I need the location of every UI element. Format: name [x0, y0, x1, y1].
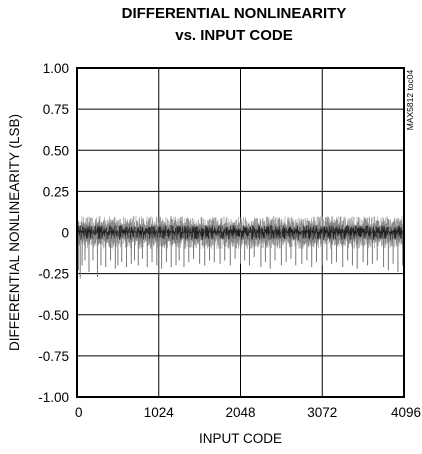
x-tick-label-4: 4096 — [391, 405, 421, 420]
chart-title-line-1: DIFFERENTIAL NONLINEARITY — [122, 5, 347, 22]
dnl-noise — [77, 216, 403, 249]
x-tick-label-0: 0 — [75, 405, 83, 420]
chart-title-line-2: vs. INPUT CODE — [175, 27, 293, 44]
y-axis-ticks: 1.00 0.75 0.50 0.25 0 -0.25 -0.50 -0.75 -1.00 — [38, 61, 69, 405]
part-number-watermark: MAX5812 toc04 — [405, 69, 415, 130]
x-axis-ticks: 0 1024 2048 3072 4096 — [75, 405, 421, 420]
y-tick-label-2: 0.50 — [43, 143, 69, 158]
y-tick-label-4: 0 — [61, 226, 69, 241]
chart-title: DIFFERENTIAL NONLINEARITY vs. INPUT CODE — [122, 5, 347, 44]
y-axis-label: DIFFERENTIAL NONLINEARITY (LSB) — [7, 114, 22, 351]
dnl-series — [76, 232, 405, 282]
y-tick-label-8: -1.00 — [38, 390, 69, 405]
y-tick-label-5: -0.25 — [38, 267, 69, 282]
plot-area-border — [76, 67, 405, 398]
x-tick-label-3: 3072 — [307, 405, 337, 420]
y-tick-label-1: 0.75 — [43, 102, 69, 117]
x-tick-label-1: 1024 — [144, 405, 175, 420]
x-tick-label-2: 2048 — [225, 405, 255, 420]
y-tick-label-6: -0.50 — [38, 308, 69, 323]
y-tick-label-3: 0.25 — [43, 184, 69, 199]
y-tick-label-0: 1.00 — [43, 61, 69, 76]
x-axis-label: INPUT CODE — [199, 431, 282, 446]
y-tick-label-7: -0.75 — [38, 349, 69, 364]
